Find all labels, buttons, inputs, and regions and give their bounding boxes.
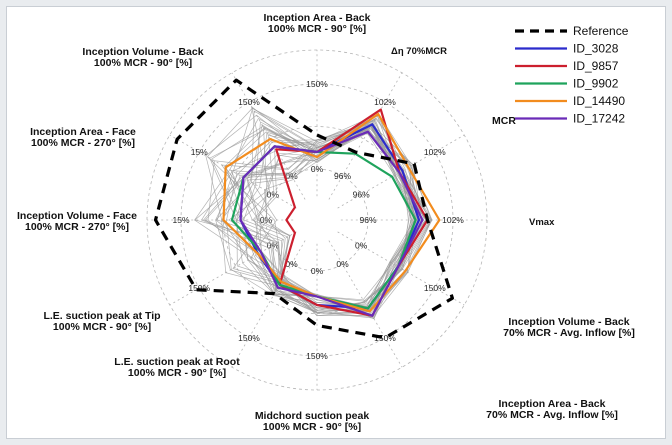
- tick-label-outer: 150%: [188, 283, 210, 293]
- axis-spoke: [231, 72, 306, 200]
- axis-label: L.E. suction peak at Root 100% MCR - 90° …: [114, 356, 240, 379]
- tick-label-outer: 102%: [424, 147, 446, 157]
- tick-label-inner: 0%: [285, 259, 298, 269]
- design-variant-line: [230, 133, 433, 315]
- series-line-reference: [153, 78, 454, 340]
- legend-label: ID_14490: [573, 94, 625, 108]
- axis-label: Inception Area - Face 100% MCR - 270° [%]: [30, 126, 136, 149]
- axis-spoke: [328, 240, 403, 368]
- tick-label-outer: 15%: [191, 147, 208, 157]
- tick-label-inner: 0%: [355, 241, 368, 251]
- design-variant-line: [247, 132, 427, 317]
- legend-label: Reference: [573, 24, 629, 38]
- axis-spoke: [337, 134, 465, 209]
- tick-label-inner: 0%: [267, 190, 280, 200]
- axis-labels: Inception Area - Back 100% MCR - 90° [%] Δ…: [17, 12, 635, 433]
- tick-label-inner: 0%: [267, 241, 280, 251]
- tick-label-inner: 0%: [336, 259, 349, 269]
- grid-ring: [180, 83, 454, 357]
- tick-label-outer: 150%: [238, 333, 260, 343]
- axis-label: Midchord suction peak 100% MCR - 90° [%]: [255, 410, 370, 433]
- legend-label: ID_3028: [573, 42, 619, 56]
- design-variant-line: [215, 110, 412, 308]
- axis-label: Inception Volume - Face 100% MCR - 270° […: [17, 210, 137, 233]
- series-line-id-17242: [239, 130, 424, 317]
- radar-chart: 0% 150% 96% 102% 96% 102% 96% 102% 0% 150% 0% 150% 0…: [17, 12, 635, 433]
- grid-ring: [265, 168, 369, 272]
- axis-label: Inception Area - Back 70% MCR - Avg. Infl…: [486, 398, 618, 421]
- chart-frame: 0% 150% 96% 102% 96% 102% 96% 102% 0% 150% 0% 150% 0…: [6, 6, 666, 439]
- tick-label-inner: 96%: [359, 215, 376, 225]
- tick-label-inner: 0%: [285, 171, 298, 181]
- tick-label-outer: 150%: [424, 283, 446, 293]
- tick-label-outer: 15%: [172, 215, 189, 225]
- design-variant-line: [226, 126, 415, 307]
- tick-label-outer: 150%: [238, 97, 260, 107]
- tick-label-outer: 102%: [442, 215, 464, 225]
- tick-label-outer: 150%: [306, 79, 328, 89]
- legend-label: ID_17242: [573, 112, 625, 126]
- tick-label-inner: 96%: [353, 190, 370, 200]
- tick-label-inner: 96%: [334, 171, 351, 181]
- tick-label-outer: 102%: [374, 97, 396, 107]
- design-space-lines: [194, 105, 433, 320]
- design-variant-line: [254, 118, 427, 313]
- tick-label-inner: 0%: [311, 164, 324, 174]
- axis-label: Inception Volume - Back 70% MCR - Avg. In…: [503, 316, 635, 339]
- series-lines: [153, 78, 454, 340]
- axis-label: L.E. suction peak at Tip 100% MCR - 90° […: [43, 310, 160, 333]
- axis-label: MCR: [492, 115, 516, 127]
- axis-spoke: [169, 134, 297, 209]
- grid-ring: [223, 126, 411, 314]
- axis-label: Inception Volume - Back 100% MCR - 90° [%…: [82, 46, 203, 69]
- legend: Reference ID_3028 ID_9857 ID_9902 ID_14490 ID…: [515, 24, 629, 126]
- tick-label-outer: 150%: [374, 333, 396, 343]
- axis-label: Inception Area - Back 100% MCR - 90° [%]: [264, 12, 371, 35]
- axis-spoke: [231, 240, 306, 368]
- axis-label: Vmax: [529, 217, 555, 228]
- axis-spoke: [328, 72, 403, 200]
- axis-spoke: [169, 231, 297, 306]
- legend-label: ID_9857: [573, 59, 619, 73]
- legend-label: ID_9902: [573, 77, 619, 91]
- tick-label-inner: 0%: [311, 266, 324, 276]
- tick-label-outer: 150%: [306, 351, 328, 361]
- axis-spoke: [337, 231, 465, 306]
- design-variant-line: [201, 122, 418, 314]
- grid: [146, 49, 488, 391]
- axis-label: Δη 70%MCR: [391, 46, 447, 57]
